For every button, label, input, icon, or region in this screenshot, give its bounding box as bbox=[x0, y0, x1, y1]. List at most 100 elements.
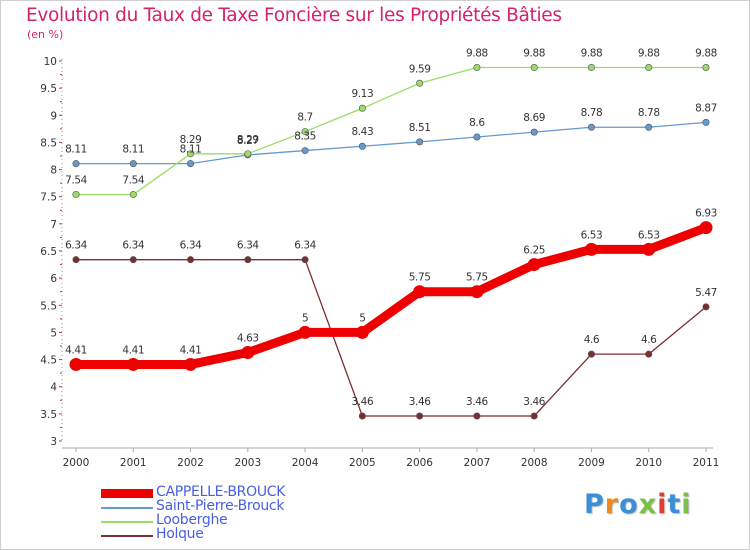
data-label: 8.11 bbox=[65, 144, 87, 156]
series-cappelle-brouck bbox=[69, 221, 713, 371]
series-line-saint-pierre-brouck bbox=[75, 121, 707, 165]
series-line-holque bbox=[75, 259, 707, 417]
data-label: 8.29 bbox=[237, 134, 259, 146]
data-point bbox=[645, 64, 653, 72]
data-point bbox=[470, 285, 484, 299]
y-tick-label: 3.5 bbox=[40, 409, 57, 421]
data-label: 7.54 bbox=[122, 175, 144, 187]
y-tick-label: 6 bbox=[50, 273, 57, 285]
chart-title: Evolution du Taux de Taxe Foncière sur l… bbox=[26, 5, 562, 26]
x-tick-label: 2009 bbox=[578, 457, 605, 469]
data-point bbox=[355, 325, 369, 339]
x-tick-label: 2003 bbox=[234, 457, 261, 469]
data-label: 8.43 bbox=[351, 126, 373, 138]
data-point bbox=[358, 412, 366, 420]
series-holque bbox=[72, 256, 710, 420]
data-point bbox=[416, 138, 424, 146]
data-point bbox=[642, 242, 656, 256]
data-label: 8.87 bbox=[695, 102, 717, 114]
x-tick-label: 2007 bbox=[464, 457, 491, 469]
data-label: 6.34 bbox=[237, 240, 259, 252]
y-tick-label: 5.5 bbox=[40, 300, 57, 312]
data-label: 4.41 bbox=[122, 344, 144, 356]
data-label: 8.69 bbox=[523, 112, 545, 124]
data-label: 3.46 bbox=[466, 396, 488, 408]
y-tick-label: 8 bbox=[50, 165, 57, 177]
y-tick-label: 7.5 bbox=[40, 192, 57, 204]
y-tick-label: 6.5 bbox=[40, 246, 57, 258]
data-point bbox=[416, 412, 424, 420]
data-label: 3.46 bbox=[409, 396, 431, 408]
series-looberghe bbox=[72, 64, 710, 199]
data-label: 5.75 bbox=[466, 272, 488, 284]
legend-swatch bbox=[101, 489, 153, 498]
data-label: 8.78 bbox=[638, 107, 660, 119]
data-label: 9.88 bbox=[638, 48, 660, 60]
data-label: 6.25 bbox=[523, 245, 545, 257]
data-label: 9.88 bbox=[695, 48, 717, 60]
data-point bbox=[187, 256, 195, 264]
data-label: 6.34 bbox=[294, 240, 316, 252]
legend-item: Looberghe bbox=[101, 512, 361, 528]
y-tick-label: 7 bbox=[50, 219, 57, 231]
y-tick-label: 5 bbox=[50, 327, 57, 339]
data-label: 6.34 bbox=[65, 240, 87, 252]
data-label: 4.63 bbox=[237, 333, 259, 345]
proxiti-logo: Proxiti bbox=[584, 489, 692, 520]
legend-label: Saint-Pierre-Brouck bbox=[156, 498, 285, 514]
data-point bbox=[358, 104, 366, 112]
data-label: 5 bbox=[302, 312, 308, 324]
data-point bbox=[702, 118, 710, 126]
data-point bbox=[72, 256, 80, 264]
data-point bbox=[298, 325, 312, 339]
data-point bbox=[473, 412, 481, 420]
data-point bbox=[301, 256, 309, 264]
x-tick-label: 2005 bbox=[349, 457, 376, 469]
x-tick-label: 2001 bbox=[120, 457, 147, 469]
y-tick-label: 10 bbox=[44, 56, 57, 68]
y-tick-label: 4.5 bbox=[40, 355, 57, 367]
data-point bbox=[129, 160, 137, 168]
data-point bbox=[72, 191, 80, 199]
data-point bbox=[473, 64, 481, 72]
data-label: 6.53 bbox=[581, 229, 603, 241]
x-tick-label: 2008 bbox=[521, 457, 548, 469]
data-label: 9.59 bbox=[409, 63, 431, 75]
x-tick-label: 2000 bbox=[63, 457, 90, 469]
series-line-looberghe bbox=[75, 66, 707, 196]
legend-label: CAPPELLE-BROUCK bbox=[156, 484, 286, 500]
data-point bbox=[530, 64, 538, 72]
data-point bbox=[702, 303, 710, 311]
data-label: 8.11 bbox=[180, 144, 202, 156]
legend-item: CAPPELLE-BROUCK bbox=[101, 484, 361, 500]
data-label: 8.78 bbox=[581, 107, 603, 119]
y-axis-unit-label: (en %) bbox=[27, 28, 64, 41]
data-label: 9.13 bbox=[351, 88, 373, 100]
data-point bbox=[699, 221, 713, 235]
data-point bbox=[645, 123, 653, 131]
legend-label: Looberghe bbox=[156, 512, 228, 528]
data-label: 8.7 bbox=[297, 112, 313, 124]
y-tick-label: 3 bbox=[50, 436, 57, 448]
y-tick-label: 9 bbox=[50, 110, 57, 122]
data-point bbox=[244, 150, 252, 158]
data-label: 8.35 bbox=[294, 131, 316, 143]
chart-axes: 3 3.5 4 4.5 5 5.5 6 6.5 7 7.5 8 8.5 9 9.5 10 2000 2001 20… bbox=[40, 56, 719, 469]
data-label: 6.53 bbox=[638, 229, 660, 241]
data-point bbox=[530, 412, 538, 420]
data-label: 5.75 bbox=[409, 272, 431, 284]
data-point bbox=[530, 128, 538, 136]
y-tick-label: 9.5 bbox=[40, 83, 57, 95]
data-point bbox=[587, 64, 595, 72]
data-label: 8.27 bbox=[237, 135, 259, 147]
legend-swatch bbox=[101, 507, 153, 509]
data-point bbox=[72, 160, 80, 168]
data-point bbox=[416, 79, 424, 87]
data-label: 4.6 bbox=[584, 334, 600, 346]
data-label: 3.46 bbox=[523, 396, 545, 408]
data-point bbox=[126, 357, 140, 371]
legend-label: Holque bbox=[156, 526, 204, 542]
data-point bbox=[244, 256, 252, 264]
data-point bbox=[702, 64, 710, 72]
